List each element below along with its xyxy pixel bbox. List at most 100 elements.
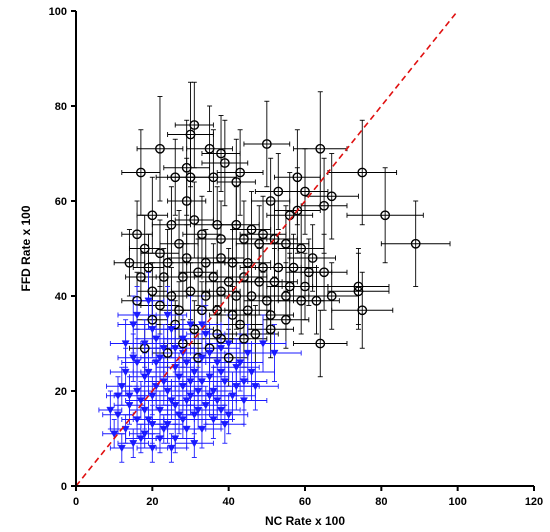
data-point-triangle <box>186 378 195 386</box>
data-point-circle <box>219 158 230 168</box>
data-point-triangle <box>155 354 164 362</box>
data-point-circle <box>296 295 307 306</box>
data-point-circle <box>242 257 253 268</box>
data-point-circle <box>357 305 368 316</box>
data-point-triangle <box>197 354 206 362</box>
data-point-circle <box>326 191 337 202</box>
data-point-circle <box>239 333 249 344</box>
data-point-circle <box>231 291 242 301</box>
data-point-circle <box>181 162 192 173</box>
error-bars <box>98 81 451 463</box>
data-point-triangle <box>136 435 145 443</box>
data-point-circle <box>185 172 196 183</box>
data-point-circle <box>231 177 242 187</box>
data-point-triangle <box>167 397 176 405</box>
data-point-circle <box>177 272 188 282</box>
error-bar <box>159 210 199 278</box>
data-point-circle <box>139 243 150 254</box>
y-axis-ticks: 0 20 40 60 80 100 <box>49 6 76 493</box>
data-point-circle <box>216 333 226 344</box>
error-bar <box>151 186 191 264</box>
data-point-circle <box>189 120 200 130</box>
data-point-circle <box>239 272 249 282</box>
x-tick-label: 60 <box>299 496 311 508</box>
data-point-circle <box>223 352 234 363</box>
data-point-circle <box>258 229 268 240</box>
data-point-triangle <box>133 311 142 320</box>
error-bar <box>174 81 214 169</box>
data-point-circle <box>212 305 223 316</box>
data-point-circle <box>197 305 207 316</box>
data-point-triangle <box>117 444 126 453</box>
data-point-circle <box>254 238 265 249</box>
data-point-circle <box>162 348 173 358</box>
data-point-circle <box>200 257 211 268</box>
data-point-triangle <box>163 387 172 396</box>
data-point-triangle <box>117 383 126 391</box>
data-point-circle <box>162 257 173 268</box>
data-point-circle <box>265 310 276 320</box>
error-bar <box>190 129 237 226</box>
data-point-circle <box>246 291 257 301</box>
data-point-circle <box>353 286 364 297</box>
data-point-triangle <box>251 383 260 391</box>
data-point-triangle <box>182 397 191 405</box>
data-point-triangle <box>217 345 226 353</box>
data-point-triangle <box>217 368 226 377</box>
data-point-circle <box>261 139 272 149</box>
data-point-circle <box>281 291 291 301</box>
data-point-circle <box>223 276 234 287</box>
data-point-circle <box>273 186 284 197</box>
reference-line <box>75 10 459 487</box>
data-point-circle <box>265 324 276 335</box>
data-point-circle <box>326 291 337 301</box>
error-bar <box>178 238 218 306</box>
data-point-triangle <box>129 321 138 329</box>
data-point-circle <box>185 129 196 140</box>
data-point-circle <box>189 215 200 225</box>
data-point-circle <box>185 286 196 297</box>
data-point-circle <box>410 238 421 249</box>
error-bar <box>243 100 291 188</box>
data-point-circle <box>216 286 226 297</box>
data-point-circle <box>235 167 246 178</box>
data-point-triangle <box>270 349 279 358</box>
data-point-triangle <box>182 359 191 367</box>
data-point-circle <box>353 281 364 292</box>
data-point-circle <box>155 248 165 259</box>
data-point-circle <box>166 291 177 301</box>
data-point-circle <box>319 200 329 211</box>
data-point-triangle <box>201 402 210 410</box>
data-point-triangle <box>175 373 184 381</box>
data-point-triangle <box>152 359 161 367</box>
data-point-triangle <box>159 425 168 434</box>
data-point-circle <box>166 219 177 230</box>
data-point-triangle <box>197 378 206 386</box>
data-point-circle <box>296 243 307 254</box>
data-point-triangle <box>163 311 172 320</box>
data-point-circle <box>208 172 219 183</box>
data-point-circle <box>181 196 192 206</box>
data-point-circle <box>235 319 246 330</box>
data-point-triangle <box>140 373 149 381</box>
data-point-triangle <box>224 411 233 419</box>
data-point-circle <box>189 324 200 335</box>
data-point-triangle <box>205 392 214 400</box>
error-bar <box>327 119 398 226</box>
error-bar <box>281 252 329 321</box>
data-point-circle <box>284 281 295 292</box>
data-point-triangle <box>144 297 153 305</box>
data-point-circle <box>311 295 322 306</box>
data-point-triangle <box>148 421 157 429</box>
data-point-circle <box>258 262 268 273</box>
data-point-circle <box>265 196 276 206</box>
data-point-triangle <box>197 321 206 329</box>
data-point-circle <box>212 219 223 230</box>
data-point-triangle <box>167 326 176 334</box>
x-tick-label: 20 <box>146 496 158 508</box>
data-point-triangle <box>133 416 142 424</box>
data-point-triangle <box>232 383 241 391</box>
data-point-circle <box>204 143 215 154</box>
data-point-circle <box>147 314 158 325</box>
